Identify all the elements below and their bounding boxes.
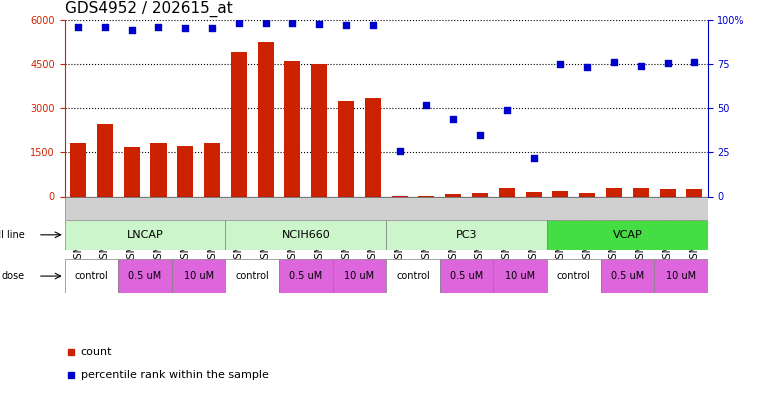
Text: 0.5 uM: 0.5 uM <box>129 271 161 281</box>
Text: 0.5 uM: 0.5 uM <box>611 271 644 281</box>
Text: dose: dose <box>2 271 24 281</box>
Point <box>661 60 673 66</box>
Point <box>233 20 245 26</box>
Point <box>501 107 513 113</box>
Bar <box>440 259 493 293</box>
Point <box>635 62 647 69</box>
Point <box>581 64 594 70</box>
Text: PC3: PC3 <box>456 230 477 240</box>
Text: control: control <box>396 271 430 281</box>
Bar <box>231 52 247 196</box>
Text: 0.5 uM: 0.5 uM <box>450 271 483 281</box>
Bar <box>204 143 220 196</box>
Bar <box>386 220 547 250</box>
Text: VCAP: VCAP <box>613 230 642 240</box>
Text: 10 uM: 10 uM <box>666 271 696 281</box>
Bar <box>445 194 461 196</box>
Point <box>608 59 620 65</box>
Bar <box>225 259 279 293</box>
Bar <box>279 259 333 293</box>
Point <box>260 20 272 26</box>
Point <box>126 27 138 33</box>
Bar <box>257 42 274 196</box>
Bar <box>600 259 654 293</box>
Text: 10 uM: 10 uM <box>344 271 374 281</box>
Point <box>420 101 432 108</box>
Text: count: count <box>81 347 113 357</box>
Text: 10 uM: 10 uM <box>183 271 214 281</box>
Bar <box>365 98 380 196</box>
Bar <box>552 191 568 196</box>
Bar <box>172 259 225 293</box>
Bar <box>686 189 702 196</box>
Point <box>72 24 84 30</box>
Bar <box>65 220 225 250</box>
Bar <box>547 220 708 250</box>
Bar <box>151 143 167 196</box>
Text: control: control <box>557 271 591 281</box>
Point <box>179 24 191 31</box>
Bar <box>177 146 193 196</box>
Point <box>340 22 352 28</box>
Text: NCIH660: NCIH660 <box>282 230 330 240</box>
Text: cell line: cell line <box>0 230 24 240</box>
Point <box>554 61 566 67</box>
Bar <box>579 193 595 196</box>
Text: LNCAP: LNCAP <box>126 230 164 240</box>
Bar <box>472 193 488 196</box>
Bar <box>285 61 301 196</box>
Point <box>313 21 325 27</box>
Bar <box>70 143 86 196</box>
Point <box>152 24 164 30</box>
Bar <box>654 259 708 293</box>
Text: 10 uM: 10 uM <box>505 271 535 281</box>
Bar <box>118 259 172 293</box>
Point <box>688 59 700 65</box>
Bar <box>386 259 440 293</box>
Bar <box>498 188 514 196</box>
Text: GDS4952 / 202615_at: GDS4952 / 202615_at <box>65 1 232 17</box>
Bar <box>547 259 600 293</box>
Point <box>527 154 540 161</box>
Bar <box>338 101 354 196</box>
Point <box>474 131 486 138</box>
Bar <box>225 220 386 250</box>
Text: 0.5 uM: 0.5 uM <box>289 271 323 281</box>
Text: percentile rank within the sample: percentile rank within the sample <box>81 370 269 380</box>
Bar <box>333 259 386 293</box>
Point <box>393 147 406 154</box>
Point <box>447 116 460 122</box>
Point <box>286 20 298 26</box>
Point <box>99 24 111 30</box>
Bar <box>526 192 542 196</box>
Bar <box>493 259 547 293</box>
Text: control: control <box>235 271 269 281</box>
Text: control: control <box>75 271 108 281</box>
Bar <box>123 147 140 196</box>
Bar <box>632 188 649 196</box>
Point <box>367 22 379 28</box>
Bar <box>311 64 327 196</box>
Bar <box>65 259 118 293</box>
Bar <box>97 124 113 196</box>
Point <box>206 24 218 31</box>
Bar <box>606 188 622 196</box>
Bar <box>660 189 676 196</box>
